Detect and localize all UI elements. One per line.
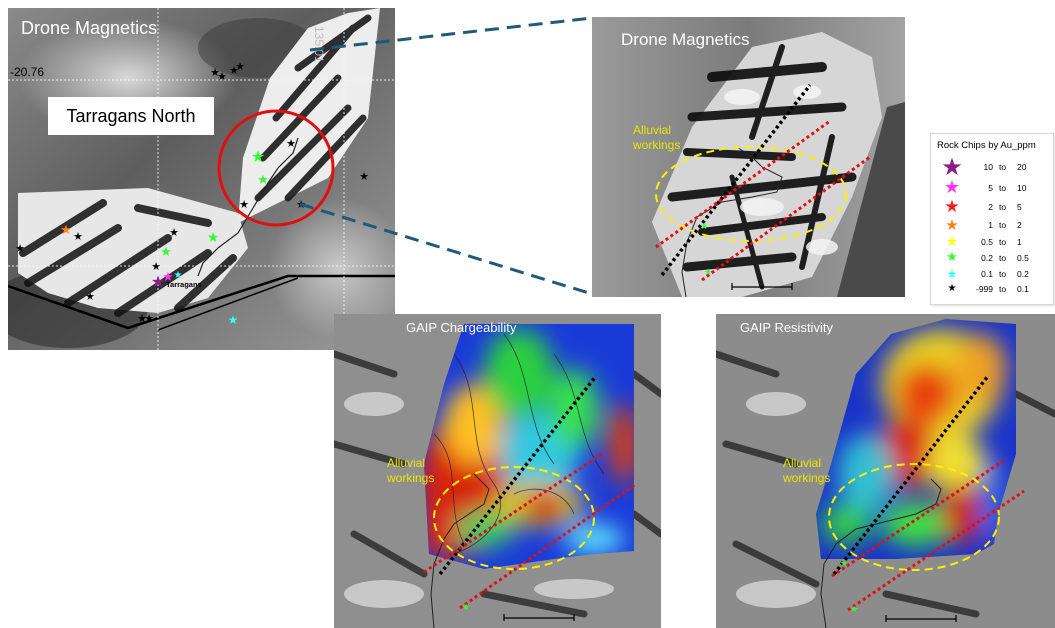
svg-text:★: ★ [462, 603, 470, 613]
legend-row: ★ 0.5 to 1 [931, 235, 1053, 249]
svg-text:★: ★ [704, 268, 712, 278]
svg-text:★: ★ [60, 223, 72, 238]
svg-text:★: ★ [144, 312, 154, 325]
svg-text:★: ★ [73, 230, 83, 243]
legend-row: ★ -999 to 0.1 [931, 282, 1053, 296]
svg-text:★: ★ [251, 147, 265, 166]
svg-text:★: ★ [850, 605, 858, 615]
overview-title: Drone Magnetics [21, 18, 158, 38]
svg-text:★: ★ [174, 270, 183, 281]
star-icon: ★ [945, 234, 959, 250]
svg-text:★: ★ [229, 64, 239, 77]
longitude-label: 135.01 [312, 26, 326, 63]
svg-text:★: ★ [210, 66, 220, 79]
overview-map-image: ★ ★ ★ ★ ★ ★ ★ ★ ★ ★★ ★★ ★★ ★★ ★ ★ ★★ ★★ ★ [8, 8, 395, 350]
chargeability-title: GAIP Chargeability [406, 320, 517, 335]
region-label: Tarragans North [48, 97, 214, 135]
svg-text:★: ★ [257, 173, 269, 188]
legend-row: ★ 0.1 to 0.2 [931, 267, 1053, 281]
magnetics-annotation: Alluvial workings [633, 123, 681, 152]
star-icon: ★ [945, 216, 959, 234]
svg-text:★: ★ [162, 270, 174, 285]
svg-text:★: ★ [85, 290, 95, 303]
legend-row: ★ 5 to 10 [931, 177, 1053, 198]
legend-row: ★ 2 to 5 [931, 197, 1053, 217]
legend-row: ★ 1 to 2 [931, 216, 1053, 234]
chargeability-map-image: ★ [334, 314, 661, 628]
overview-map-panel: ★ ★ ★ ★ ★ ★ ★ ★ ★ ★ ★ ★ ★ ★ ★ ★ ★ ★ ★ ★ ★ ★ ★ ★… [8, 8, 395, 350]
latitude-label: -20.76 [10, 65, 45, 79]
svg-text:★: ★ [840, 559, 848, 569]
star-icon: ★ [946, 250, 958, 265]
svg-text:★: ★ [286, 137, 296, 150]
svg-text:★: ★ [169, 226, 179, 239]
legend-row: ★ 10 to 20 [941, 153, 1027, 181]
resistivity-annotation: Alluvial workings [783, 456, 831, 485]
svg-text:★: ★ [700, 222, 708, 232]
svg-text:★: ★ [217, 70, 227, 83]
highlight-circle [217, 109, 335, 227]
rock-chips-legend: Rock Chips by Au_ppm ★ 10 to 20 ★ 5 to 1… [930, 133, 1054, 305]
svg-text:★: ★ [296, 198, 306, 211]
legend-title: Rock Chips by Au_ppm [937, 140, 1036, 151]
svg-text:★: ★ [151, 272, 165, 291]
place-label: Tarragans [166, 280, 202, 289]
svg-text:★: ★ [151, 260, 161, 273]
star-icon: ★ [943, 177, 961, 198]
resistivity-map-image: ★ ★ [716, 314, 1055, 628]
chargeability-panel: ★ GAIP Chargeability Alluvial workings [334, 314, 661, 628]
svg-text:★: ★ [160, 245, 172, 260]
resistivity-panel: ★ ★ GAIP Resistivity Alluvial workings [716, 314, 1055, 628]
star-icon: ★ [946, 267, 958, 281]
star-icon: ★ [947, 283, 957, 294]
star-icon: ★ [944, 197, 960, 217]
magnetics-title: Drone Magnetics [621, 30, 750, 49]
svg-text:★: ★ [228, 313, 239, 327]
magnetics-map-image: ★ ★ [592, 17, 905, 297]
magnetics-panel: ★ ★ Drone Magnetics Alluvial workings [592, 17, 905, 297]
star-icon: ★ [941, 153, 963, 181]
legend-row: ★ 0.2 to 0.5 [931, 251, 1053, 265]
svg-text:★: ★ [359, 170, 369, 183]
svg-text:★: ★ [137, 312, 147, 325]
svg-text:★: ★ [207, 230, 220, 246]
resistivity-title: GAIP Resistivity [740, 320, 833, 335]
chargeability-annotation: Alluvial workings [387, 456, 435, 485]
svg-text:★: ★ [15, 242, 25, 255]
svg-text:★: ★ [239, 198, 249, 211]
svg-text:★: ★ [235, 60, 245, 73]
